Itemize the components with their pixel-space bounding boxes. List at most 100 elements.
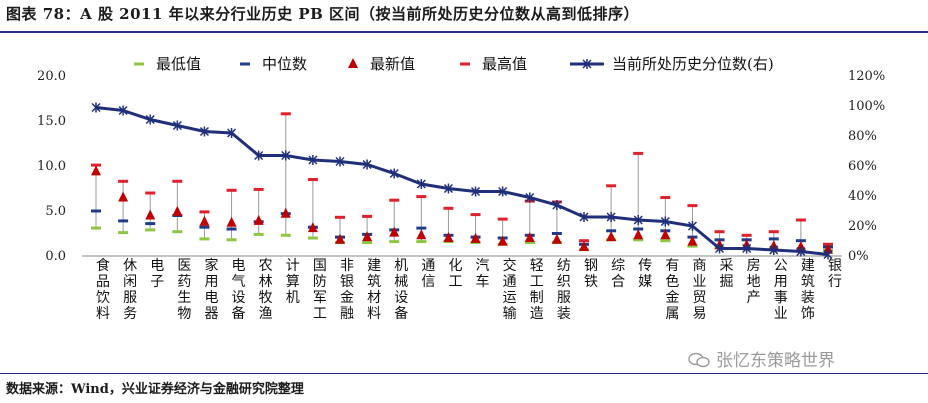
percentile-point-13: [443, 183, 453, 194]
category-label-7: 计算机: [286, 258, 300, 306]
left-tick-label: 5.0: [45, 204, 66, 219]
percentile-point-16: [525, 192, 535, 203]
latest-marker-1: [118, 191, 129, 202]
percentile-point-11: [389, 168, 399, 179]
category-label-2: 电子: [150, 258, 164, 290]
left-tick-label: 10.0: [37, 159, 66, 174]
latest-marker-9: [335, 233, 345, 244]
right-tick-label: 80%: [848, 129, 877, 144]
left-tick-label: 0.0: [45, 249, 66, 264]
latest-marker-18: [579, 241, 589, 251]
latest-marker-8: [307, 222, 318, 233]
category-label-26: 建筑装饰: [801, 258, 815, 322]
wechat-icon: [688, 352, 710, 368]
category-label-18: 钢铁: [584, 258, 598, 290]
watermark-text: 张忆东策略世界: [716, 351, 835, 371]
category-label-19: 综合: [611, 258, 625, 290]
category-label-20: 传媒: [638, 258, 652, 290]
left-axis-ticks: 0.0 5.0 10.0 15.0 20.0: [37, 69, 66, 264]
legend: 最低值 中位数 最新值 最高值 当前所处历史分位数(右): [134, 55, 774, 73]
right-tick-label: 20%: [848, 219, 877, 234]
latest-marker-7: [280, 207, 291, 218]
latest-marker-6: [253, 214, 264, 225]
category-label-5: 电气设备: [232, 258, 246, 322]
latest-marker-13: [443, 232, 454, 242]
category-label-13: 化工: [448, 258, 462, 290]
percentile-point-22: [687, 221, 697, 231]
latest-marker-12: [416, 229, 427, 240]
percentile-point-18: [579, 212, 589, 222]
percentile-point-14: [471, 186, 481, 197]
legend-label-1: 中位数: [262, 55, 307, 73]
category-label-3: 医药生物: [177, 258, 191, 322]
latest-marker-3: [172, 205, 183, 216]
category-label-0: 食品饮料: [96, 257, 110, 322]
watermark: 张忆东策略世界: [688, 346, 835, 371]
percentile-point-0: [91, 102, 101, 113]
percentile-point-6: [254, 150, 264, 161]
category-label-21: 有色金属: [665, 258, 679, 322]
range-lines: [95, 113, 829, 251]
category-label-14: 汽车: [476, 258, 490, 290]
latest-marker-11: [389, 226, 400, 237]
category-label-27: 银行: [828, 258, 842, 290]
category-label-16: 轻工制造: [530, 258, 544, 322]
percentile-point-10: [362, 159, 372, 170]
category-label-23: 采掘: [720, 258, 734, 290]
latest-marker-5: [226, 216, 237, 227]
category-label-1: 休闲服务: [123, 258, 137, 322]
percentile-point-26: [796, 246, 806, 257]
title-rule: [0, 31, 928, 33]
latest-marker-4: [199, 215, 210, 226]
legend-label-3: 最高值: [482, 55, 527, 73]
left-tick-label: 20.0: [37, 69, 66, 84]
latest-marker-10: [362, 231, 373, 242]
percentile-point-20: [633, 215, 643, 225]
left-tick-label: 15.0: [37, 114, 66, 129]
right-tick-label: 0%: [848, 249, 869, 264]
percentile-point-8: [308, 155, 318, 165]
percentile-polyline: [95, 106, 829, 256]
percentile-point-9: [335, 156, 345, 167]
legend-percentile-marker: [582, 59, 592, 69]
category-label-8: 国防军工: [313, 258, 327, 322]
category-label-22: 商业贸易: [692, 258, 706, 322]
latest-marker-2: [145, 209, 156, 220]
category-label-6: 农林牧渔: [259, 258, 273, 322]
category-label-9: 非银金融: [340, 258, 354, 322]
percentile-point-21: [660, 216, 670, 227]
category-label-10: 建筑材料: [367, 258, 381, 322]
percentile-point-3: [172, 120, 182, 131]
percentile-point-19: [606, 212, 616, 222]
legend-label-4: 当前所处历史分位数(右): [612, 55, 774, 73]
right-tick-label: 120%: [848, 69, 885, 84]
figure-title: 图表 78：A 股 2011 年以来分行业历史 PB 区间（按当前所处历史分位数…: [6, 5, 640, 23]
latest-marker-15: [497, 235, 508, 246]
category-label-12: 通信: [421, 258, 435, 290]
legend-label-0: 最低值: [156, 55, 201, 73]
category-label-17: 纺织服装: [557, 258, 571, 322]
latest-marker-21: [660, 229, 671, 240]
percentile-point-23: [715, 243, 725, 254]
percentile-point-27: [823, 249, 833, 260]
latest-marker-17: [551, 233, 562, 244]
pb-range-chart: 最低值 中位数 最新值 最高值 当前所处历史分位数(右) 0.0 5.0 10.0 15.0 2…: [37, 55, 885, 322]
right-tick-label: 60%: [848, 159, 877, 174]
latest-marker-16: [524, 232, 535, 242]
category-label-4: 家用电器: [204, 257, 218, 322]
category-label-15: 交通运输: [503, 257, 517, 322]
percentile-point-5: [227, 128, 237, 138]
category-label-24: 房地产: [747, 258, 761, 306]
latest-marker-22: [687, 235, 698, 246]
percentile-point-2: [145, 114, 155, 125]
right-tick-label: 100%: [848, 99, 885, 114]
percentile-point-17: [552, 200, 562, 210]
percentile-point-12: [416, 179, 426, 189]
source-rule: [0, 373, 928, 374]
percentile-point-15: [498, 186, 508, 197]
category-label-11: 机械设备: [394, 258, 408, 322]
latest-marker-19: [606, 231, 617, 242]
percentile-point-4: [199, 126, 209, 137]
latest-marker-20: [633, 229, 644, 240]
category-label-25: 公用事业: [774, 258, 788, 322]
